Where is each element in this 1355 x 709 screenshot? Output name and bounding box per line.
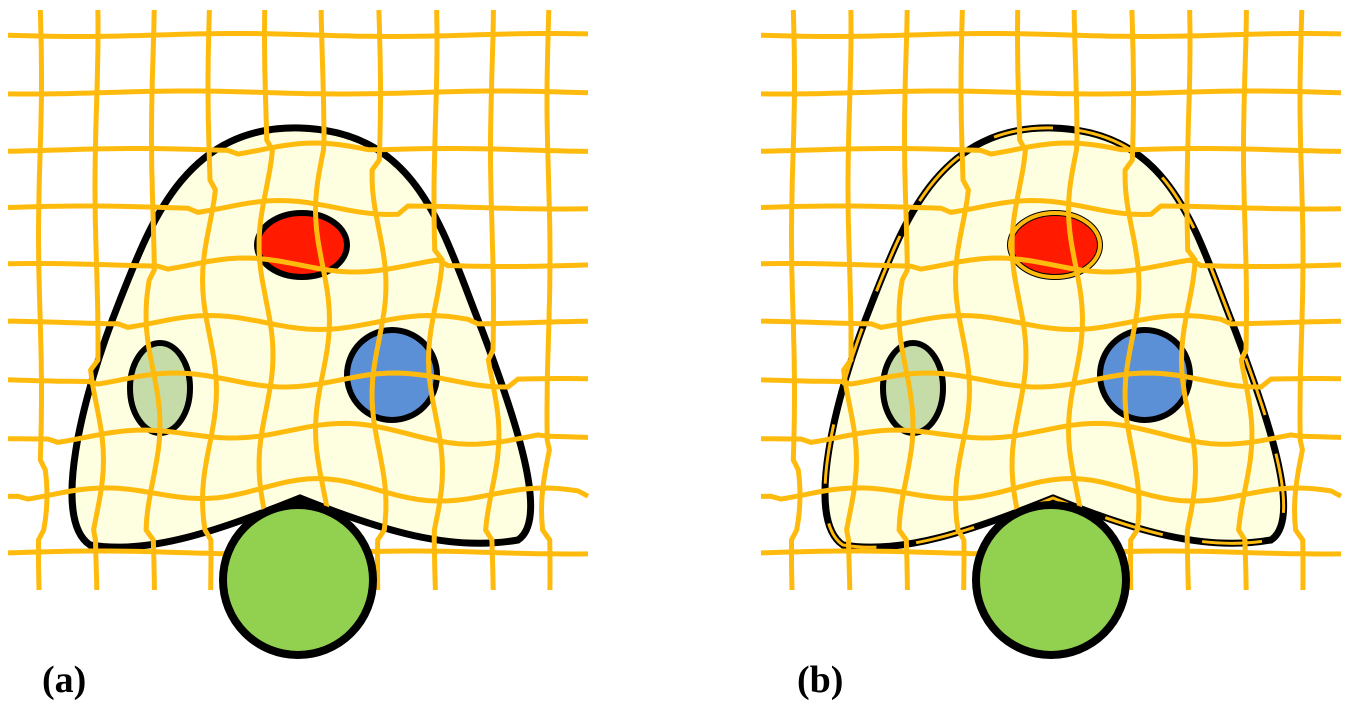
panel-b [761,10,1341,655]
panel-a [8,10,588,655]
grid-line [8,34,588,37]
grid-line [761,91,1341,94]
green-object [976,505,1126,655]
grid-line [39,10,47,590]
panel-label: (b) [797,659,843,701]
grid-line [792,10,800,590]
tissue-shape [72,128,531,547]
figure: (a) (b) [0,0,1355,709]
grid-line [542,10,551,590]
green-object [223,505,373,655]
tissue-shape [825,128,1284,547]
grid-line [8,91,588,94]
grid-line [761,34,1341,37]
panel-label: (a) [42,659,86,701]
grid-line [1295,10,1304,590]
